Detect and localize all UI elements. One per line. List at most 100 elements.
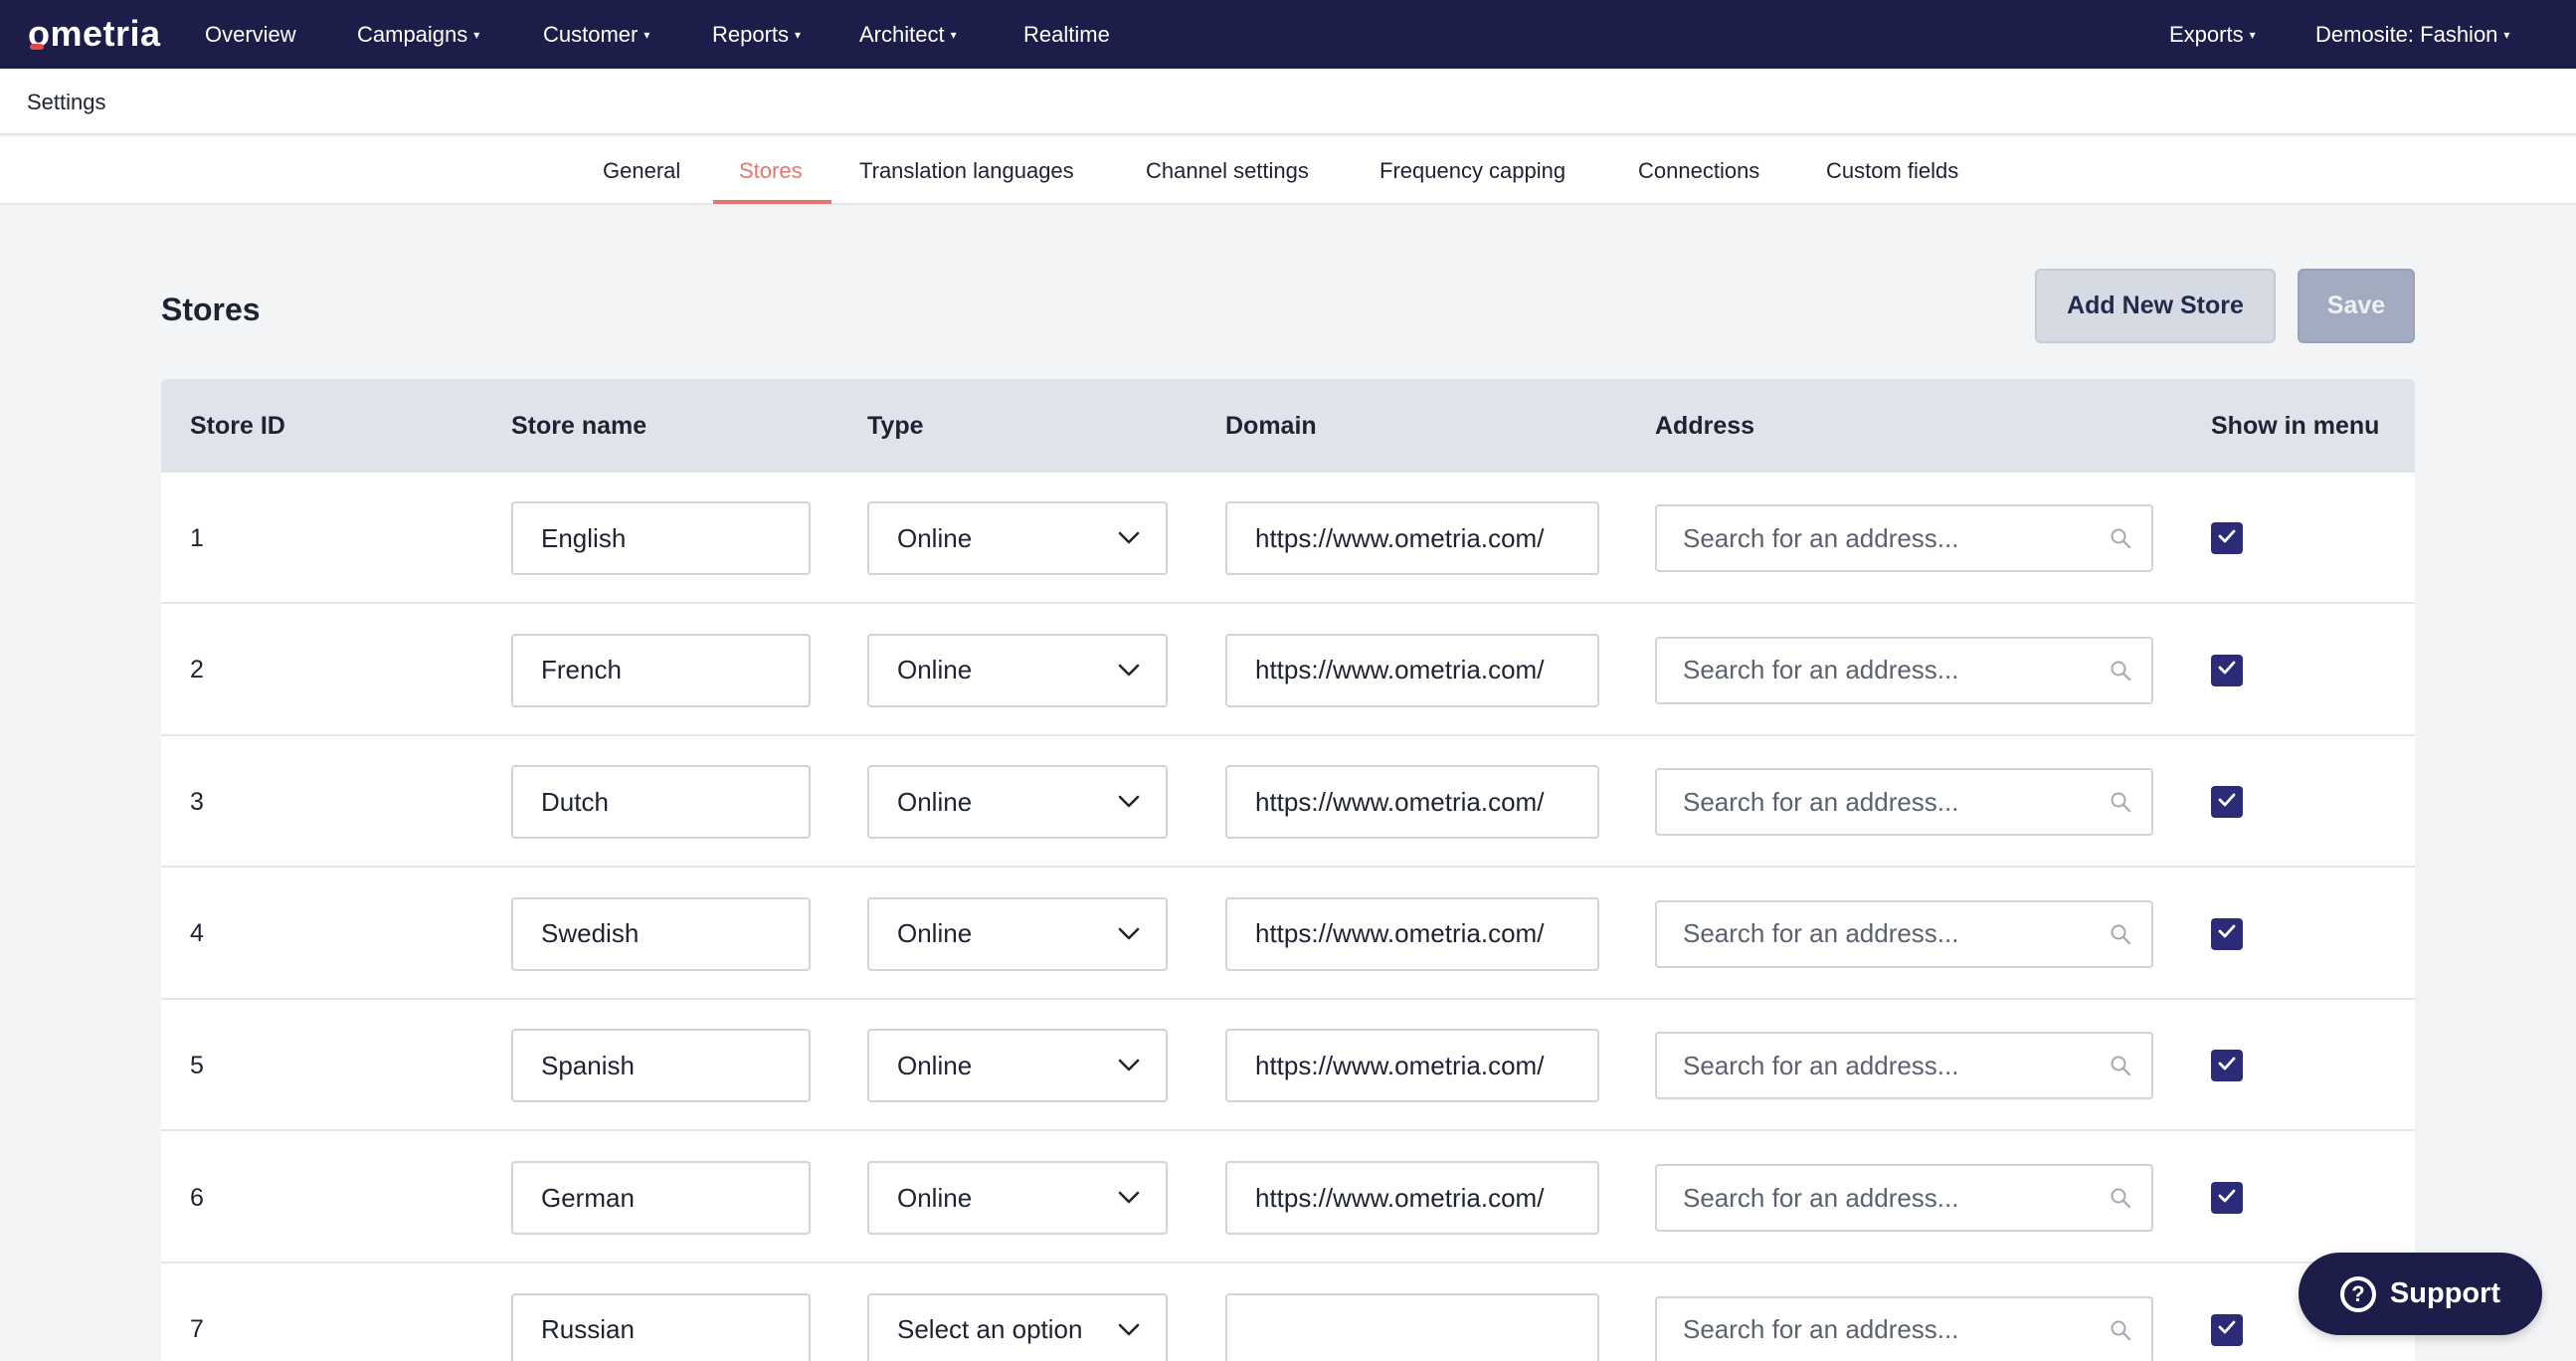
chevron-down-icon [1118,1323,1140,1337]
tab-channel-settings[interactable]: Channel settings [1146,158,1309,183]
settings-header: Settings [0,69,2576,135]
add-new-store-button[interactable]: Add New Store [2035,269,2276,343]
checkmark-icon [2217,923,2237,944]
store-type-select[interactable]: Select an option [867,1292,1168,1361]
store-domain-input[interactable]: https://www.ometria.com/ [1225,765,1599,840]
tab-translation-languages[interactable]: Translation languages [859,158,1074,183]
store-type-select[interactable]: Online [867,1029,1168,1103]
nav-overview-label: Overview [205,21,296,47]
store-type-select[interactable]: Online [867,501,1168,575]
tab-frequency-capping[interactable]: Frequency capping [1380,158,1566,183]
tab-stores[interactable]: Stores [739,158,803,183]
show-in-menu-checkbox[interactable] [2211,654,2243,686]
address-search-input[interactable]: Search for an address... [1655,636,2153,704]
stores-table: Store ID Store name Type Domain Address … [161,379,2415,1361]
caret-down-icon: ▾ [795,27,802,42]
table-header: Store ID Store name Type Domain Address … [161,379,2415,473]
logo-text: ometria [28,13,161,54]
search-icon [2110,923,2131,945]
show-in-menu-checkbox[interactable] [2211,522,2243,554]
search-icon [2110,1319,2131,1341]
nav-customer[interactable]: Customer ▾ [543,0,649,69]
store-id-cell: 1 [190,523,204,552]
table-row: 3 Dutch Online https://www.ometria.com/Sear… [161,736,2415,869]
chevron-down-icon [1118,531,1140,545]
table-row: 6 German Online https://www.ometria.com/Sea… [161,1132,2415,1264]
show-in-menu-checkbox[interactable] [2211,1182,2243,1214]
store-domain-input[interactable]: https://www.ometria.com/ [1225,501,1599,575]
store-type-select[interactable]: Online [867,896,1168,971]
nav-architect[interactable]: Architect ▾ [859,0,957,69]
table-row: 1 English Online https://www.ometria.com/Se… [161,473,2415,604]
address-placeholder: Search for an address... [1683,1182,1959,1213]
column-header-domain: Domain [1225,411,1317,440]
nav-reports[interactable]: Reports ▾ [712,0,801,69]
store-type-value: Online [897,918,973,949]
store-name-input[interactable]: Spanish [511,1029,811,1103]
store-name-input[interactable]: Russian [511,1292,811,1361]
nav-overview[interactable]: Overview [205,0,296,69]
address-placeholder: Search for an address... [1683,655,1959,685]
address-placeholder: Search for an address... [1683,918,1959,949]
store-id-cell: 3 [190,787,204,816]
chevron-down-icon [1118,795,1140,809]
checkmark-icon [2217,792,2237,813]
store-domain-input[interactable]: https://www.ometria.com/ [1225,1161,1599,1235]
show-in-menu-checkbox[interactable] [2211,786,2243,819]
address-search-input[interactable]: Search for an address... [1655,1164,2153,1232]
store-type-select[interactable]: Online [867,1161,1168,1235]
show-in-menu-checkbox[interactable] [2211,917,2243,950]
store-type-value: Online [897,655,973,685]
store-name-input[interactable]: Dutch [511,765,811,840]
store-id-cell: 4 [190,919,204,948]
chevron-down-icon [1118,1059,1140,1072]
store-name-input[interactable]: Swedish [511,896,811,971]
settings-tabs: General Stores Translation languages Cha… [0,137,2576,205]
support-button[interactable]: ? Support [2299,1253,2542,1335]
show-in-menu-checkbox[interactable] [2211,1313,2243,1346]
caret-down-icon: ▾ [2503,27,2510,42]
store-name-input[interactable]: German [511,1161,811,1235]
nav-exports[interactable]: Exports ▾ [2169,0,2256,69]
tab-connections[interactable]: Connections [1638,158,1760,183]
checkmark-icon [2217,1188,2237,1209]
table-row: 2 French Online https://www.ometria.com/Sea… [161,605,2415,736]
store-domain-input[interactable] [1225,1292,1599,1361]
store-type-select[interactable]: Online [867,765,1168,840]
ometria-logo[interactable]: ometria [28,10,161,58]
store-domain-input[interactable]: https://www.ometria.com/ [1225,633,1599,707]
address-search-input[interactable]: Search for an address... [1655,899,2153,968]
nav-realtime[interactable]: Realtime [1023,0,1110,69]
save-button[interactable]: Save [2298,269,2415,343]
column-header-store-name: Store name [511,411,647,440]
store-domain-input[interactable]: https://www.ometria.com/ [1225,896,1599,971]
nav-reports-label: Reports [712,21,790,47]
checkmark-icon [2217,660,2237,680]
address-search-input[interactable]: Search for an address... [1655,768,2153,837]
account-switcher[interactable]: Demosite: Fashion ▾ [2315,0,2509,69]
store-type-select[interactable]: Online [867,633,1168,707]
top-navigation: ometria Overview Campaigns ▾ Customer ▾ Re… [0,0,2576,69]
store-name-input[interactable]: English [511,501,811,575]
tab-custom-fields[interactable]: Custom fields [1826,158,1959,183]
search-icon [2110,660,2131,681]
checkmark-icon [2217,528,2237,549]
store-domain-input[interactable]: https://www.ometria.com/ [1225,1029,1599,1103]
search-icon [2110,1187,2131,1209]
tab-general[interactable]: General [603,158,681,183]
address-search-input[interactable]: Search for an address... [1655,1032,2153,1100]
nav-realtime-label: Realtime [1023,21,1110,47]
checkmark-icon [2217,1319,2237,1340]
address-placeholder: Search for an address... [1683,522,1959,553]
address-search-input[interactable]: Search for an address... [1655,504,2153,572]
nav-exports-label: Exports [2169,21,2244,47]
show-in-menu-checkbox[interactable] [2211,1050,2243,1082]
store-id-cell: 2 [190,656,204,684]
address-search-input[interactable]: Search for an address... [1655,1295,2153,1361]
store-id-cell: 7 [190,1315,204,1344]
table-row: 7 Russian Select an option Search for an ad… [161,1264,2415,1361]
nav-campaigns[interactable]: Campaigns ▾ [357,0,479,69]
store-name-input[interactable]: French [511,633,811,707]
caret-down-icon: ▾ [644,27,650,42]
store-type-value: Online [897,1182,973,1213]
